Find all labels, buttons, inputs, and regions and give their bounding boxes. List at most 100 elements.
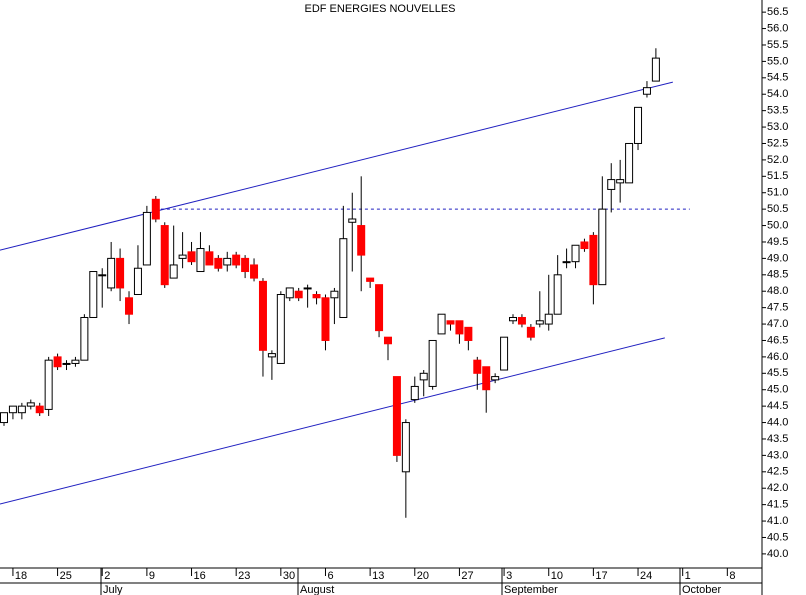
candle-body <box>473 359 482 374</box>
candle-body <box>589 234 598 286</box>
candle-body <box>625 142 634 184</box>
x-tick-label: 8 <box>729 570 735 582</box>
x-tick-label: 16 <box>194 570 206 582</box>
y-tick-label: 47.0 <box>767 318 788 330</box>
candle-body <box>553 274 562 315</box>
x-tick-label: 6 <box>327 570 333 582</box>
candle-body <box>89 271 98 318</box>
y-tick-label: 43.5 <box>767 433 788 445</box>
candle-body <box>634 106 643 144</box>
candle-body <box>339 238 348 318</box>
candle-body <box>312 294 321 299</box>
candle-body <box>98 274 107 277</box>
x-tick-label: 17 <box>595 570 607 582</box>
y-tick-label: 50.0 <box>767 219 788 231</box>
x-tick-label: 18 <box>15 570 27 582</box>
y-tick-label: 46.5 <box>767 334 788 346</box>
candle-body <box>330 290 339 299</box>
y-tick-label: 54.5 <box>767 72 788 84</box>
candle-body <box>651 57 660 82</box>
y-tick-label: 46.0 <box>767 351 788 363</box>
candle-body <box>598 208 607 286</box>
candle-body <box>419 372 428 381</box>
candle-body <box>482 366 491 391</box>
candle-body <box>526 326 535 338</box>
candle-body <box>232 254 241 266</box>
y-tick-label: 52.5 <box>767 137 788 149</box>
candle-body <box>250 264 259 279</box>
candle-body <box>428 339 437 387</box>
candle-body <box>178 254 187 259</box>
y-tick-label: 51.0 <box>767 187 788 199</box>
y-tick-label: 44.5 <box>767 400 788 412</box>
candle-body <box>107 257 116 289</box>
y-tick-label: 48.5 <box>767 269 788 281</box>
candle-body <box>169 264 178 279</box>
candle-body <box>214 257 223 269</box>
candle-body <box>196 248 205 273</box>
y-tick-label: 55.0 <box>767 55 788 67</box>
candle-body <box>375 284 384 332</box>
candle-body <box>223 257 232 266</box>
candle-body <box>285 287 294 299</box>
trend-line <box>0 337 665 505</box>
month-label: September <box>504 584 558 595</box>
candle-body <box>348 218 357 223</box>
candle-body <box>571 244 580 263</box>
candle-body <box>71 359 80 364</box>
chart-title: EDF ENERGIES NOUVELLES <box>305 3 456 15</box>
candle-body <box>446 320 455 325</box>
candle-body <box>321 297 330 341</box>
y-tick-label: 53.5 <box>767 105 788 117</box>
candle-body <box>500 336 509 371</box>
candle-body <box>125 297 134 315</box>
y-tick-label: 55.5 <box>767 39 788 51</box>
candle-body <box>187 251 196 263</box>
y-tick-label: 53.0 <box>767 121 788 133</box>
month-label: July <box>103 584 123 595</box>
candle-body <box>258 280 267 351</box>
candle-body <box>464 326 473 341</box>
candle-body <box>616 179 625 184</box>
candle-body <box>455 320 464 335</box>
y-tick-label: 54.0 <box>767 88 788 100</box>
candle-body <box>357 225 366 256</box>
candle-body <box>160 225 169 286</box>
candle-body <box>401 422 410 473</box>
y-tick-label: 41.5 <box>767 499 788 511</box>
y-tick-label: 42.5 <box>767 466 788 478</box>
y-tick-label: 40.0 <box>767 548 788 560</box>
candle-body <box>35 405 44 414</box>
candle-body <box>607 179 616 190</box>
candle-body <box>517 316 526 325</box>
y-tick-label: 49.0 <box>767 252 788 264</box>
candle-body <box>383 336 392 345</box>
x-tick-label: 25 <box>60 570 72 582</box>
x-tick-label: 27 <box>461 570 473 582</box>
candle-body <box>241 257 250 273</box>
y-tick-label: 48.0 <box>767 285 788 297</box>
y-tick-label: 44.0 <box>767 416 788 428</box>
y-tick-label: 56.5 <box>767 6 788 18</box>
candle-body <box>116 257 125 289</box>
candle-body <box>642 87 651 95</box>
y-tick-label: 43.0 <box>767 449 788 461</box>
trend-line <box>0 81 673 251</box>
month-label: October <box>682 584 721 595</box>
candle-body <box>580 241 589 250</box>
x-tick-label: 13 <box>372 570 384 582</box>
y-tick-label: 40.5 <box>767 531 788 543</box>
y-tick-label: 49.5 <box>767 236 788 248</box>
x-tick-label: 20 <box>417 570 429 582</box>
y-tick-label: 51.5 <box>767 170 788 182</box>
candle-body <box>80 316 89 361</box>
month-label: August <box>300 584 334 595</box>
candle-body <box>410 385 419 401</box>
y-tick-label: 50.5 <box>767 203 788 215</box>
y-tick-label: 41.0 <box>767 515 788 527</box>
x-tick-label: 1 <box>685 570 691 582</box>
candle-body <box>544 313 553 325</box>
x-tick-label: 3 <box>506 570 512 582</box>
